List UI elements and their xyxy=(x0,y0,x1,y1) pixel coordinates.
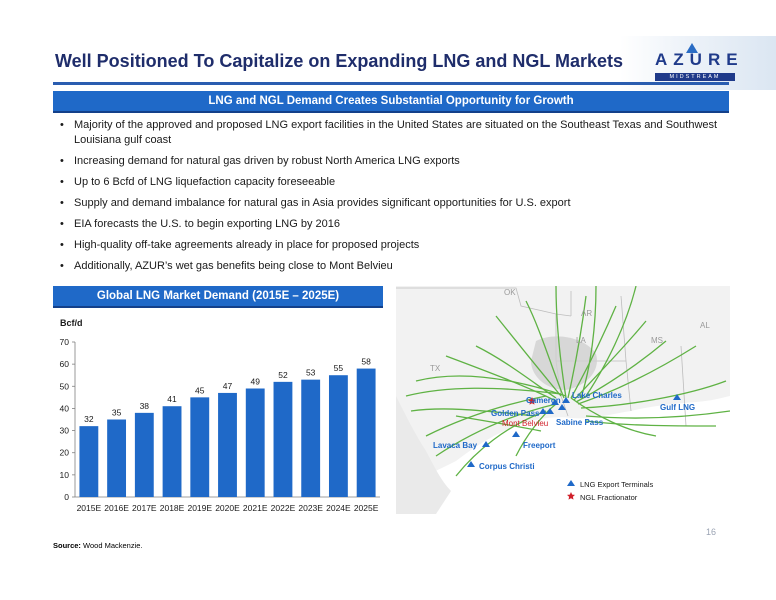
bar xyxy=(107,419,127,497)
pipeline-network xyxy=(405,286,730,477)
site-label-mont-belvieu: Mont Belvieu xyxy=(502,419,548,428)
x-tick-label: 2018E xyxy=(160,503,185,513)
bar-value-label: 38 xyxy=(140,401,150,411)
x-tick-label: 2017E xyxy=(132,503,157,513)
bar-value-label: 35 xyxy=(112,408,122,418)
x-tick-label: 2020E xyxy=(215,503,240,513)
terminal-markers xyxy=(467,394,681,467)
y-tick-label: 10 xyxy=(60,470,70,480)
logo-background xyxy=(620,36,776,90)
bar-value-label: 32 xyxy=(84,414,94,424)
site-label-lavaca-bay: Lavaca Bay xyxy=(433,441,478,450)
bar-value-label: 52 xyxy=(278,370,288,380)
state-label-ok: OK xyxy=(504,288,516,297)
bullet-item: EIA forecasts the U.S. to begin exportin… xyxy=(58,217,718,232)
state-label-la: LA xyxy=(576,336,586,345)
bullet-list: Majority of the approved and proposed LN… xyxy=(58,118,718,280)
y-axis-label: Bcf/d xyxy=(60,318,83,328)
site-label-lake-charles: Lake Charles xyxy=(572,391,622,400)
y-tick-label: 60 xyxy=(60,359,70,369)
bullet-item: Increasing demand for natural gas driven… xyxy=(58,154,718,169)
shaded-basin xyxy=(531,336,597,390)
legend-fractionator-label: NGL Fractionator xyxy=(580,493,638,502)
bar xyxy=(79,426,99,497)
company-logo: AZURE MIDSTREAM xyxy=(655,50,744,81)
source-note: Source: Wood Mackenzie. xyxy=(53,541,143,550)
logo-wordmark: AZURE xyxy=(655,50,744,69)
y-tick-label: 20 xyxy=(60,448,70,458)
bar xyxy=(190,397,210,497)
legend-terminal-icon xyxy=(567,480,575,486)
bar xyxy=(245,388,265,497)
terminal-marker-icon xyxy=(512,431,520,437)
source-text: Wood Mackenzie. xyxy=(83,541,143,550)
bar-value-label: 49 xyxy=(250,377,260,387)
legend-fractionator-icon xyxy=(567,492,575,500)
site-label-cameron: Cameron xyxy=(526,396,561,405)
terminal-marker-icon xyxy=(562,397,570,403)
site-label-freeport: Freeport xyxy=(523,441,556,450)
x-tick-label: 2025E xyxy=(354,503,379,513)
gulf-coast-map: OK AR AL LA MS TX Cameron Lake Charles G… xyxy=(396,286,730,514)
bar xyxy=(273,381,293,497)
site-label-golden-pass: Golden Pass xyxy=(491,409,540,418)
site-label-corpus-christi: Corpus Christi xyxy=(479,462,535,471)
x-tick-label: 2021E xyxy=(243,503,268,513)
terminal-marker-icon xyxy=(539,408,547,414)
lng-demand-chart: Bcf/d 0 10 20 30 40 50 60 70 32 2015E 35 2016E 38 20… xyxy=(60,318,380,513)
legend-terminal-label: LNG Export Terminals xyxy=(580,480,653,489)
title-rule xyxy=(53,82,729,85)
bar xyxy=(218,392,237,497)
fractionator-star-icon xyxy=(528,397,536,405)
state-label-tx: TX xyxy=(430,364,441,373)
x-tick-label: 2022E xyxy=(271,503,296,513)
bar xyxy=(301,379,321,497)
state-label-ms: MS xyxy=(651,336,663,345)
y-tick-label: 40 xyxy=(60,403,70,413)
bullet-item: Supply and demand imbalance for natural … xyxy=(58,196,718,211)
x-tick-label: 2023E xyxy=(298,503,323,513)
page-number: 16 xyxy=(706,527,717,537)
y-tick-label: 0 xyxy=(64,492,69,502)
bar xyxy=(328,375,348,497)
bar xyxy=(162,406,182,497)
bar xyxy=(356,368,376,497)
site-label-sabine-pass: Sabine Pass xyxy=(556,418,604,427)
x-tick-label: 2024E xyxy=(326,503,351,513)
terminal-marker-icon xyxy=(558,404,566,410)
bar-value-label: 47 xyxy=(223,381,233,391)
bar-value-label: 53 xyxy=(306,368,316,378)
bullet-item: High-quality off-take agreements already… xyxy=(58,238,718,253)
mexico-region xyxy=(396,396,451,514)
bar-value-label: 55 xyxy=(334,363,344,373)
terminal-marker-icon xyxy=(673,394,681,400)
logo-triangle-icon xyxy=(686,43,698,53)
bar-value-label: 45 xyxy=(195,385,205,395)
logo-subtitle: MIDSTREAM xyxy=(655,73,735,81)
section-heading-demand: LNG and NGL Demand Creates Substantial O… xyxy=(53,91,729,113)
bullet-item: Majority of the approved and proposed LN… xyxy=(58,118,718,148)
source-label: Source: xyxy=(53,541,81,550)
y-tick-label: 30 xyxy=(60,426,70,436)
bullet-item: Up to 6 Bcfd of LNG liquefaction capacit… xyxy=(58,175,718,190)
bar-value-label: 41 xyxy=(167,394,177,404)
y-tick-label: 70 xyxy=(60,337,70,347)
map-legend: LNG Export Terminals NGL Fractionator xyxy=(567,480,653,502)
bullet-item: Additionally, AZUR’s wet gas benefits be… xyxy=(58,259,718,274)
terminal-marker-icon xyxy=(467,461,475,467)
x-tick-label: 2019E xyxy=(187,503,212,513)
site-label-gulf-lng: Gulf LNG xyxy=(660,403,695,412)
terminal-marker-icon xyxy=(546,408,554,414)
section-heading-lng-demand: Global LNG Market Demand (2015E – 2025E) xyxy=(53,286,383,308)
bar xyxy=(134,412,154,497)
terminal-marker-icon xyxy=(482,441,490,447)
terminal-marker-icon xyxy=(551,399,559,405)
x-tick-label: 2016E xyxy=(104,503,129,513)
bar-value-label: 58 xyxy=(361,357,371,367)
x-tick-label: 2015E xyxy=(77,503,102,513)
state-label-ar: AR xyxy=(581,309,592,318)
state-label-al: AL xyxy=(700,321,710,330)
y-tick-label: 50 xyxy=(60,381,70,391)
page-title: Well Positioned To Capitalize on Expandi… xyxy=(55,51,624,71)
